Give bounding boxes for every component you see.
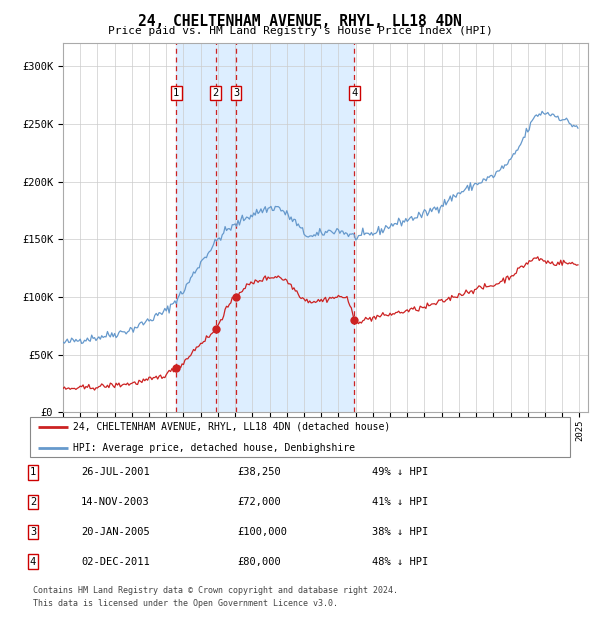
- Text: This data is licensed under the Open Government Licence v3.0.: This data is licensed under the Open Gov…: [33, 600, 338, 608]
- Text: 24, CHELTENHAM AVENUE, RHYL, LL18 4DN (detached house): 24, CHELTENHAM AVENUE, RHYL, LL18 4DN (d…: [73, 422, 391, 432]
- Text: £72,000: £72,000: [237, 497, 281, 507]
- FancyBboxPatch shape: [30, 417, 570, 457]
- Text: 41% ↓ HPI: 41% ↓ HPI: [372, 497, 428, 507]
- Text: £80,000: £80,000: [237, 557, 281, 567]
- Text: 02-DEC-2011: 02-DEC-2011: [81, 557, 150, 567]
- Text: 4: 4: [30, 557, 36, 567]
- Text: 3: 3: [30, 527, 36, 537]
- Text: 26-JUL-2001: 26-JUL-2001: [81, 467, 150, 477]
- Text: 48% ↓ HPI: 48% ↓ HPI: [372, 557, 428, 567]
- Text: Contains HM Land Registry data © Crown copyright and database right 2024.: Contains HM Land Registry data © Crown c…: [33, 586, 398, 595]
- Text: £100,000: £100,000: [237, 527, 287, 537]
- Text: 24, CHELTENHAM AVENUE, RHYL, LL18 4DN: 24, CHELTENHAM AVENUE, RHYL, LL18 4DN: [138, 14, 462, 29]
- Text: 38% ↓ HPI: 38% ↓ HPI: [372, 527, 428, 537]
- Text: 49% ↓ HPI: 49% ↓ HPI: [372, 467, 428, 477]
- Text: 1: 1: [30, 467, 36, 477]
- Text: 20-JAN-2005: 20-JAN-2005: [81, 527, 150, 537]
- Text: £38,250: £38,250: [237, 467, 281, 477]
- Text: 3: 3: [233, 88, 239, 98]
- Text: 1: 1: [173, 88, 179, 98]
- Text: 2: 2: [30, 497, 36, 507]
- Text: 4: 4: [351, 88, 358, 98]
- Text: HPI: Average price, detached house, Denbighshire: HPI: Average price, detached house, Denb…: [73, 443, 355, 453]
- Text: 2: 2: [212, 88, 219, 98]
- Text: Price paid vs. HM Land Registry's House Price Index (HPI): Price paid vs. HM Land Registry's House …: [107, 26, 493, 36]
- Text: 14-NOV-2003: 14-NOV-2003: [81, 497, 150, 507]
- Bar: [176, 43, 354, 412]
